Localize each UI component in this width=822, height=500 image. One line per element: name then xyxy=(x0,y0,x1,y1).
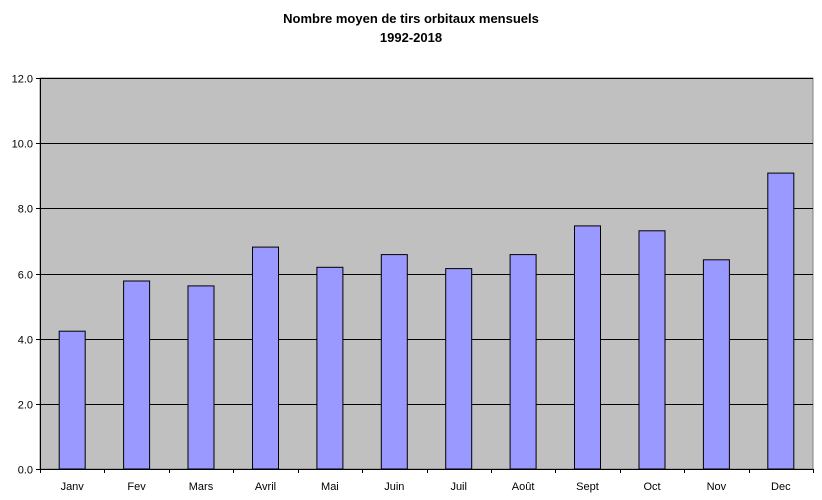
bar-juin xyxy=(380,254,408,470)
y-tick-label: 8.0 xyxy=(18,204,33,216)
bar-fev xyxy=(123,280,151,470)
x-tick-label: Avril xyxy=(255,481,276,493)
x-tick-label: Août xyxy=(512,481,535,493)
y-tick-label: 12.0 xyxy=(12,74,33,86)
x-tick-label: Juil xyxy=(450,481,467,493)
bar-sept xyxy=(574,225,601,470)
x-tick-label: Sept xyxy=(576,481,599,493)
bar-mars xyxy=(187,285,215,470)
x-tick-label: Nov xyxy=(707,481,727,493)
bar-août xyxy=(509,254,537,470)
y-axis-ticks: 0.0 2.0 4.0 6.0 8.0 10.0 12.0 xyxy=(12,74,40,477)
gridlines xyxy=(40,78,813,405)
bar-juil xyxy=(445,268,473,470)
bar-avril xyxy=(252,246,279,470)
bar-mai xyxy=(316,266,344,470)
x-tick-label: Mars xyxy=(189,481,214,493)
x-tick-label: Fev xyxy=(127,481,146,493)
bar-oct xyxy=(638,230,666,470)
x-tick-label: Dec xyxy=(771,481,791,493)
bars xyxy=(58,172,795,470)
bar-nov xyxy=(702,259,730,470)
y-tick-label: 2.0 xyxy=(18,400,33,412)
bar-dec xyxy=(767,172,795,470)
y-tick-label: 6.0 xyxy=(18,270,33,282)
x-tick-label: Juin xyxy=(384,481,404,493)
y-tick-label: 4.0 xyxy=(18,335,33,347)
bar-janv xyxy=(58,330,86,470)
chart-title: Nombre moyen de tirs orbitaux mensuels xyxy=(283,11,539,26)
y-tick-label: 0.0 xyxy=(18,465,33,477)
chart-subtitle: 1992-2018 xyxy=(379,30,443,45)
y-tick-label: 10.0 xyxy=(12,139,33,151)
x-tick-label: Oct xyxy=(643,481,660,493)
x-tick-label: Janv xyxy=(61,481,85,493)
x-tick-label: Mai xyxy=(321,481,339,493)
plot-area xyxy=(39,77,814,470)
x-axis-ticks: Janv Fev Mars Avril Mai Juin Juil Août Sept Oct No… xyxy=(40,469,814,493)
